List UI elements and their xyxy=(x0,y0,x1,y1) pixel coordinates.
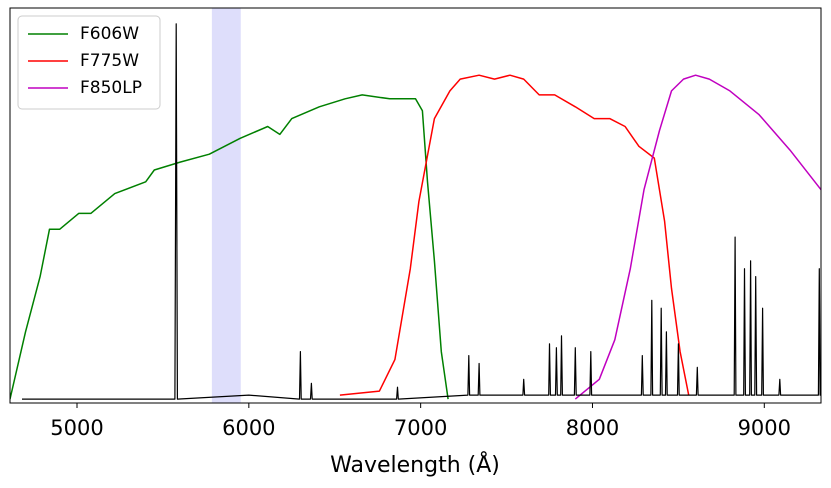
plot-area xyxy=(10,8,821,403)
spectrum-line xyxy=(22,23,821,400)
x-tick-label: 5000 xyxy=(50,416,103,440)
x-axis-label: Wavelength (Å) xyxy=(330,451,500,478)
series-line xyxy=(10,94,449,400)
x-tick-label: 6000 xyxy=(222,416,275,440)
shaded-span xyxy=(211,8,241,403)
x-tick-label: 7000 xyxy=(394,416,447,440)
legend-box xyxy=(17,15,161,110)
axes-frame xyxy=(9,7,822,404)
legend-label: F850LP xyxy=(80,78,142,98)
x-tick-label: 9000 xyxy=(738,416,791,440)
legend-label: F775W xyxy=(80,51,139,71)
series-line xyxy=(574,74,821,400)
series-line xyxy=(339,74,690,396)
x-tick-label: 8000 xyxy=(566,416,619,440)
legend-label: F606W xyxy=(80,24,139,44)
